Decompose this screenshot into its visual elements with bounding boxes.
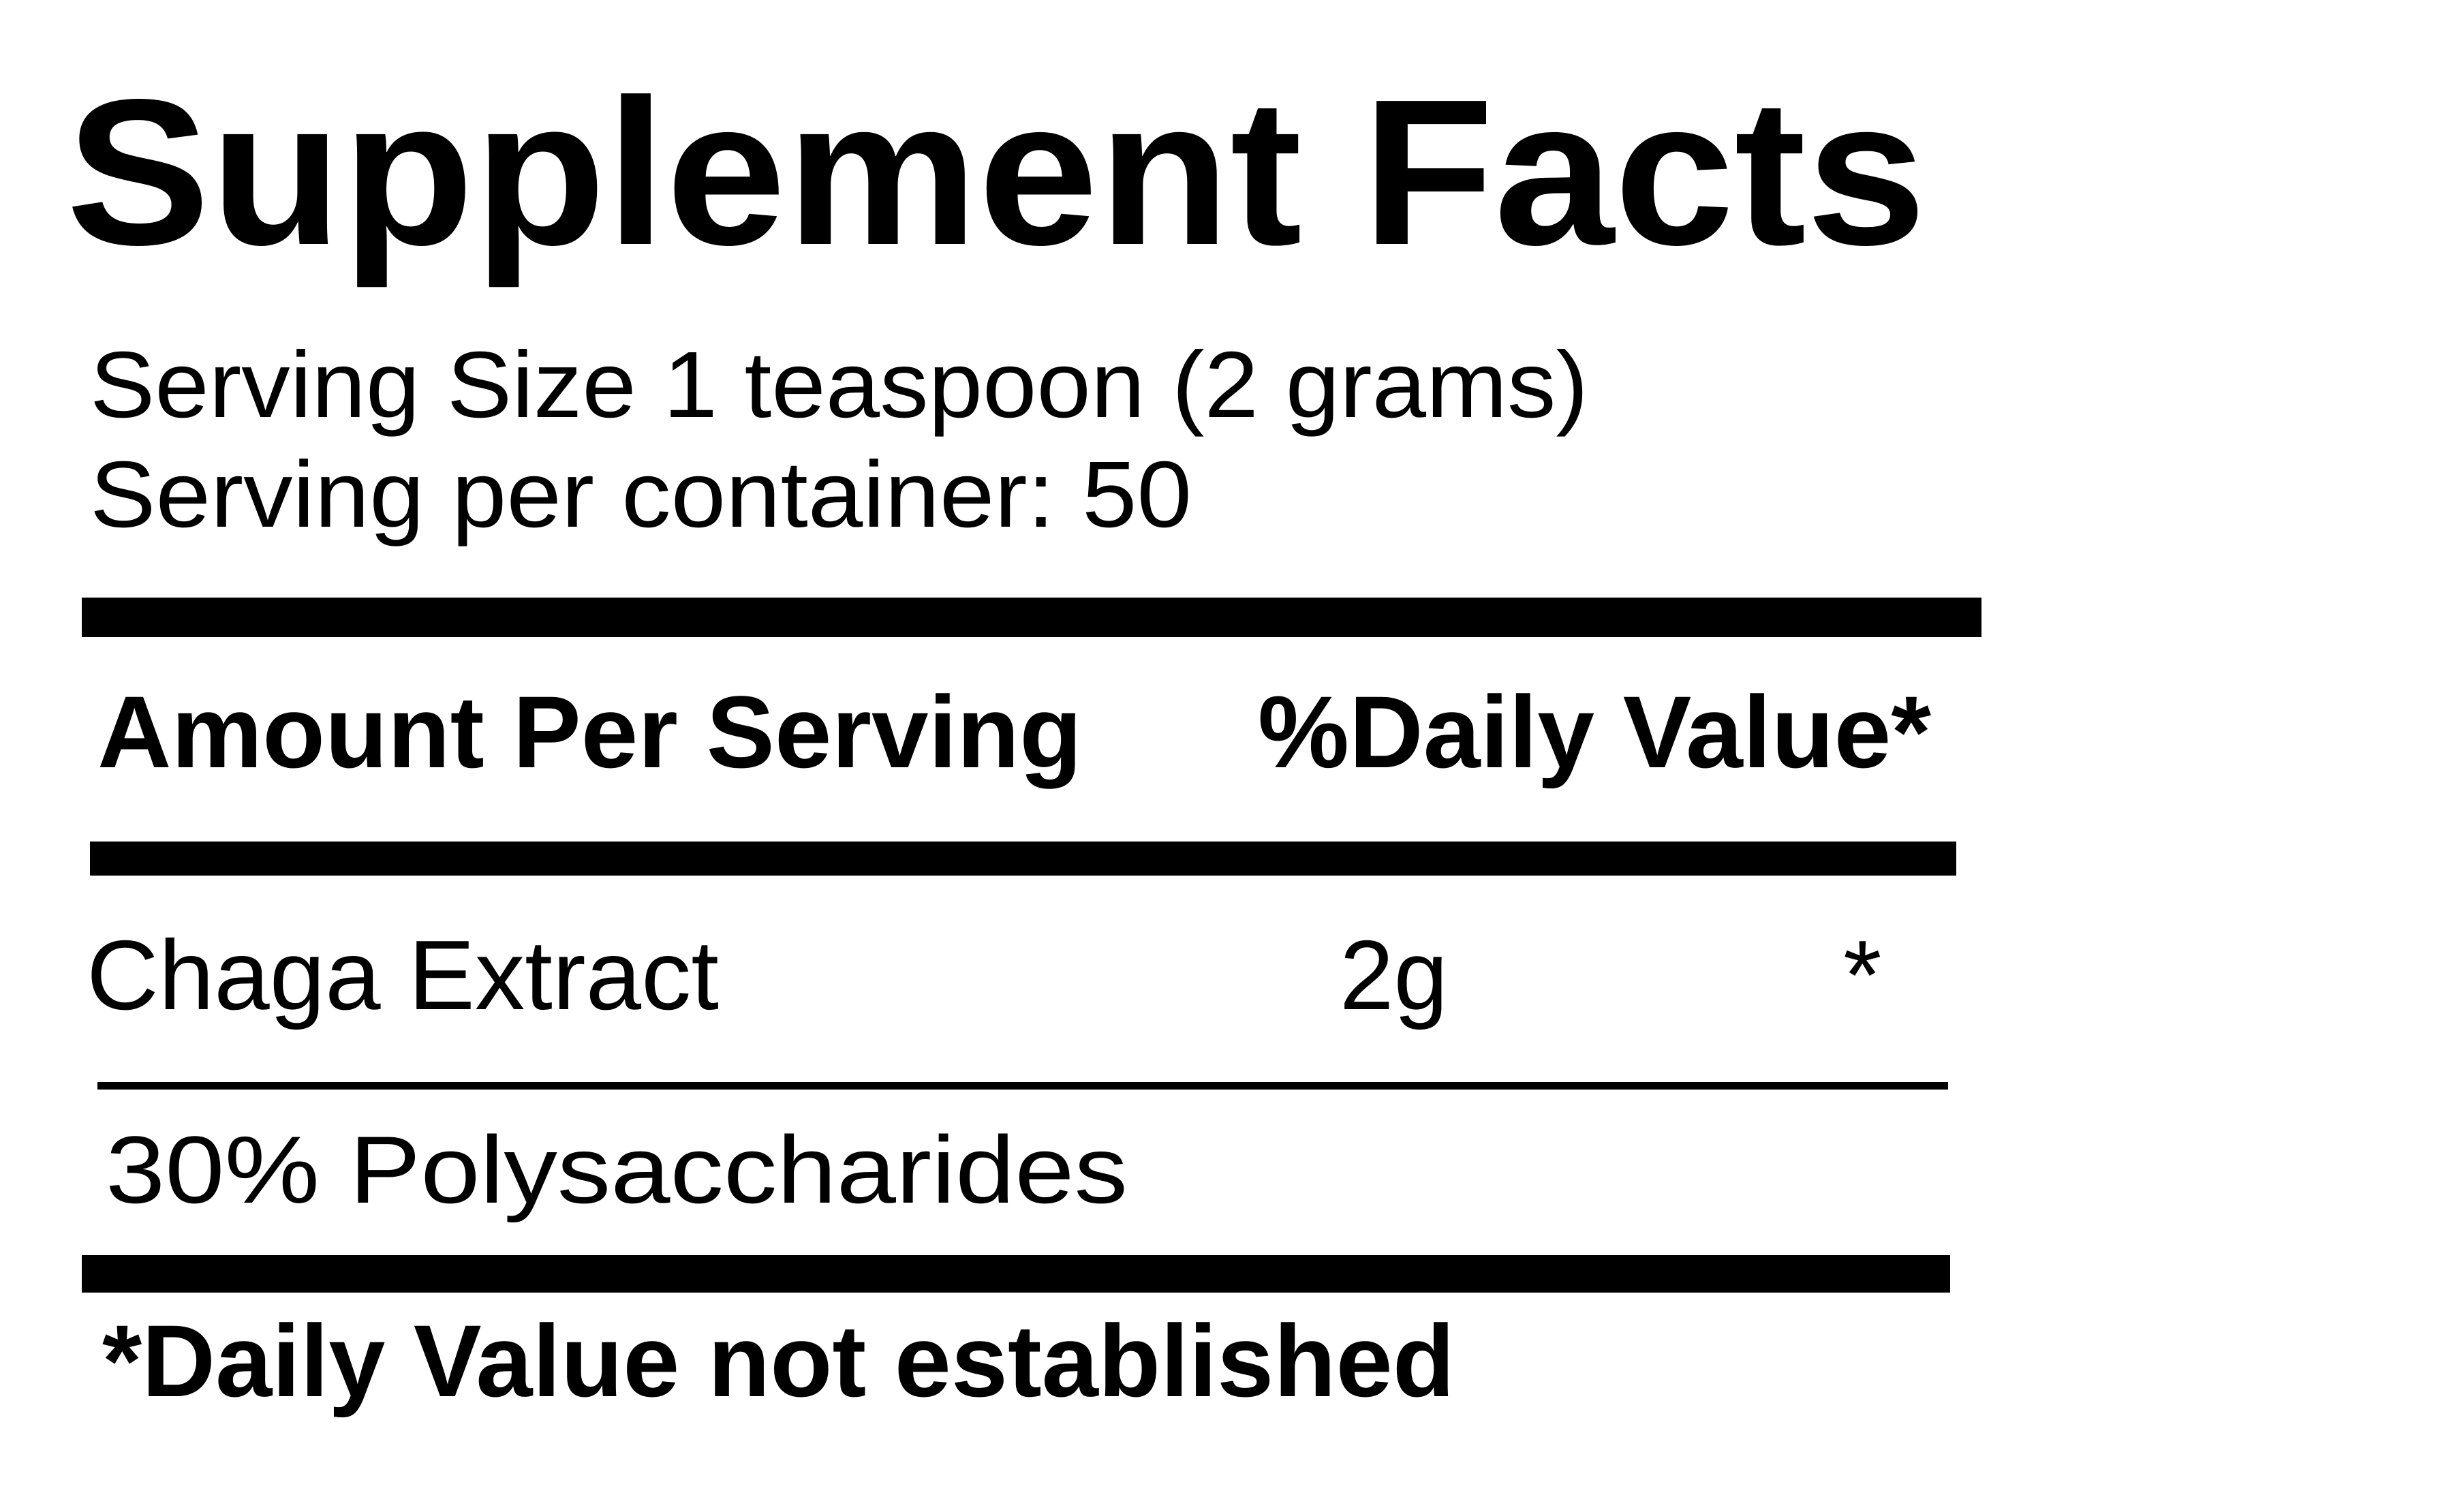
header-amount-per-serving: Amount Per Serving	[97, 675, 1082, 789]
ingredient-daily-value: *	[1843, 920, 1881, 1030]
thin-divider	[97, 1082, 1948, 1090]
ingredient-name: Chaga Extract	[87, 920, 719, 1030]
sub-ingredient: 30% Polysaccharides	[106, 1116, 1128, 1223]
serving-size: Serving Size 1 teaspoon (2 grams)	[90, 333, 1588, 437]
title: Supplement Facts	[66, 56, 1926, 290]
ingredient-amount: 2g	[1340, 920, 1448, 1030]
thick-divider-top	[82, 598, 1981, 637]
header-daily-value: %Daily Value*	[1258, 675, 1932, 789]
footnote: *Daily Value not established	[102, 1303, 1455, 1418]
thick-divider-bottom	[82, 1255, 1950, 1293]
thick-divider-header	[90, 842, 1956, 876]
servings-per-container: Serving per container: 50	[90, 442, 1192, 547]
